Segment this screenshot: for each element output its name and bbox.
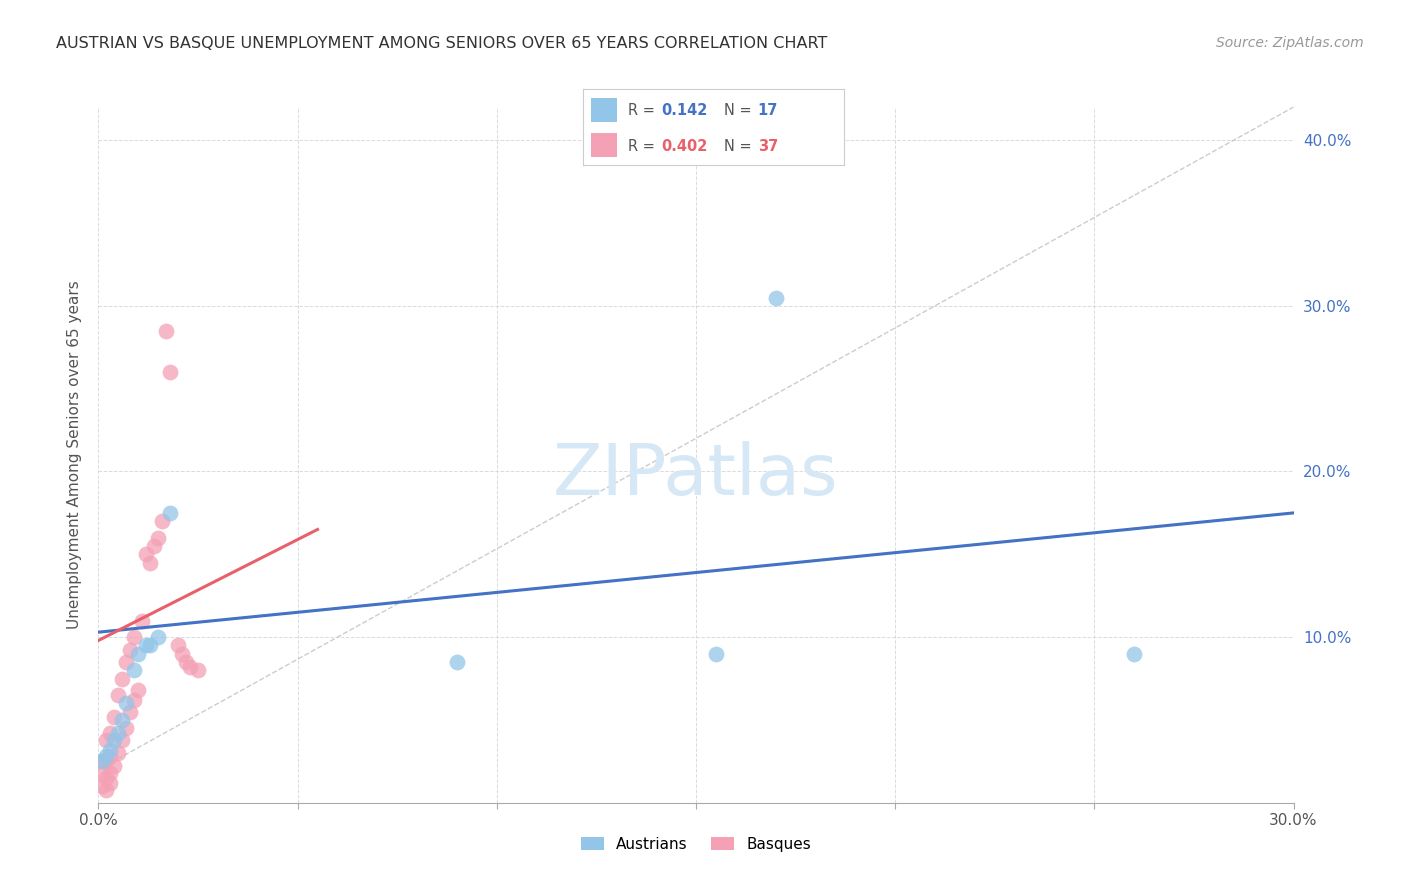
Text: N =: N =: [724, 103, 756, 118]
Point: [98, 743, 122, 757]
Point: [91, 755, 114, 769]
Point: [124, 693, 146, 707]
Text: 0.142: 0.142: [662, 103, 707, 118]
Point: [91, 766, 114, 780]
Point: [107, 688, 129, 702]
Point: [107, 726, 129, 740]
Point: [96, 749, 118, 764]
Text: 0.402: 0.402: [662, 138, 707, 153]
Point: [115, 721, 138, 735]
Point: [96, 755, 118, 769]
Point: [111, 672, 134, 686]
Legend: Austrians, Basques: Austrians, Basques: [575, 830, 817, 858]
Point: [135, 639, 157, 653]
Text: R =: R =: [627, 138, 659, 153]
Point: [704, 647, 727, 661]
Point: [115, 655, 138, 669]
Point: [179, 660, 201, 674]
Point: [127, 683, 149, 698]
Text: 17: 17: [758, 103, 778, 118]
Point: [103, 732, 125, 747]
Text: R =: R =: [627, 103, 659, 118]
Point: [91, 779, 114, 793]
Text: N =: N =: [724, 138, 756, 153]
Point: [96, 732, 118, 747]
Point: [446, 655, 468, 669]
Text: ZIPatlas: ZIPatlas: [553, 442, 839, 510]
Point: [187, 663, 209, 677]
Point: [111, 713, 134, 727]
Point: [103, 759, 125, 773]
Point: [1123, 647, 1146, 661]
Point: [91, 755, 114, 769]
Point: [150, 514, 173, 528]
FancyBboxPatch shape: [592, 97, 617, 122]
Point: [96, 771, 118, 785]
Point: [103, 709, 125, 723]
Point: [167, 639, 190, 653]
Point: [172, 647, 194, 661]
Point: [131, 614, 153, 628]
Point: [124, 630, 146, 644]
Text: Source: ZipAtlas.com: Source: ZipAtlas.com: [1216, 36, 1364, 50]
Y-axis label: Unemployment Among Seniors over 65 years: Unemployment Among Seniors over 65 years: [66, 281, 82, 629]
Point: [159, 365, 181, 379]
Point: [174, 655, 197, 669]
Point: [98, 749, 122, 764]
Text: AUSTRIAN VS BASQUE UNEMPLOYMENT AMONG SENIORS OVER 65 YEARS CORRELATION CHART: AUSTRIAN VS BASQUE UNEMPLOYMENT AMONG SE…: [56, 36, 828, 51]
Point: [111, 732, 134, 747]
Point: [148, 531, 170, 545]
Point: [120, 705, 142, 719]
Point: [98, 766, 122, 780]
Point: [98, 726, 122, 740]
Point: [120, 643, 142, 657]
FancyBboxPatch shape: [592, 133, 617, 158]
Point: [155, 324, 177, 338]
Point: [159, 506, 181, 520]
Point: [139, 639, 162, 653]
Point: [148, 630, 170, 644]
Point: [107, 746, 129, 760]
Point: [98, 776, 122, 790]
Point: [96, 782, 118, 797]
Point: [124, 663, 146, 677]
Point: [765, 291, 787, 305]
Point: [127, 647, 149, 661]
Point: [143, 539, 166, 553]
Point: [115, 697, 138, 711]
Text: 37: 37: [758, 138, 778, 153]
Point: [139, 556, 162, 570]
Point: [135, 547, 157, 561]
